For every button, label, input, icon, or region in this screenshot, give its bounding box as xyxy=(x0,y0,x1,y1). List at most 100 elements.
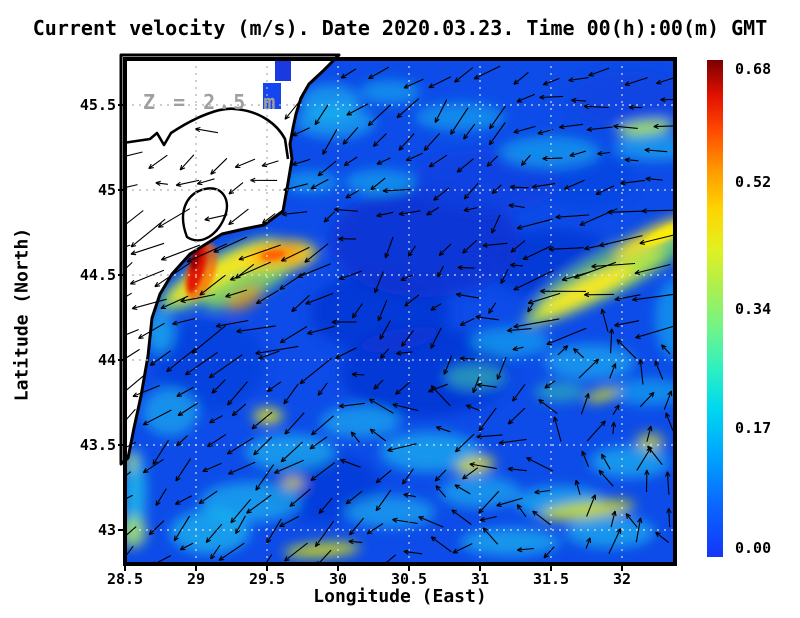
heat-blob xyxy=(245,434,335,470)
y-tick-label: 44 xyxy=(97,351,116,369)
velocity-arrow xyxy=(125,441,137,451)
velocity-arrow xyxy=(125,375,145,393)
velocity-arrow xyxy=(473,65,501,80)
velocity-arrow xyxy=(174,495,193,505)
velocity-arrow xyxy=(666,507,672,528)
velocity-arrow xyxy=(455,292,480,299)
x-tick-label: 32 xyxy=(612,570,632,588)
velocity-arrow xyxy=(179,542,194,551)
velocity-arrow xyxy=(348,539,363,545)
velocity-arrow xyxy=(610,421,617,435)
velocity-arrow xyxy=(507,407,526,425)
y-axis-label: Latitude (North) xyxy=(11,227,33,402)
velocity-arrow xyxy=(368,398,394,414)
velocity-arrow xyxy=(430,536,452,553)
velocity-arrow xyxy=(367,104,391,127)
x-tick-label: 29.5 xyxy=(248,570,286,588)
velocity-arrow xyxy=(310,462,336,481)
velocity-arrow xyxy=(491,214,501,234)
x-tick-label: 30 xyxy=(328,570,348,588)
velocity-arrow xyxy=(500,269,509,285)
velocity-arrow xyxy=(175,458,192,482)
heat-blob xyxy=(320,406,400,438)
velocity-arrow xyxy=(255,464,275,491)
velocity-arrow xyxy=(280,246,310,262)
velocity-arrow xyxy=(160,295,189,310)
velocity-arrow xyxy=(428,76,452,89)
velocity-arrow xyxy=(660,97,674,103)
velocity-arrow xyxy=(340,68,357,79)
velocity-arrow xyxy=(377,300,388,322)
y-tick-label: 44.5 xyxy=(79,266,116,284)
velocity-arrow xyxy=(351,303,363,319)
velocity-arrow xyxy=(463,182,479,200)
velocity-arrow xyxy=(462,467,479,480)
heat-blob xyxy=(340,327,510,417)
velocity-arrow xyxy=(512,345,524,352)
velocity-arrow xyxy=(491,184,502,195)
velocity-arrow xyxy=(585,537,591,549)
velocity-arrow xyxy=(430,385,451,407)
velocity-arrow xyxy=(496,356,507,380)
velocity-arrow xyxy=(299,357,332,385)
velocity-arrow xyxy=(571,97,587,103)
velocity-arrow xyxy=(542,77,560,86)
heat-blob xyxy=(470,327,550,357)
velocity-arrow xyxy=(443,355,453,375)
velocity-arrow xyxy=(482,242,508,248)
velocity-arrow xyxy=(509,184,529,190)
velocity-arrow xyxy=(384,236,394,259)
velocity-arrow xyxy=(157,208,191,228)
velocity-arrow xyxy=(396,98,420,119)
velocity-arrow xyxy=(225,289,248,298)
velocity-arrow xyxy=(588,67,610,77)
velocity-arrow xyxy=(516,547,534,553)
velocity-arrow xyxy=(553,416,562,442)
velocity-arrow xyxy=(454,433,475,453)
velocity-arrow xyxy=(179,154,195,171)
heat-blob xyxy=(282,171,338,193)
velocity-arrow xyxy=(472,376,480,394)
velocity-arrow xyxy=(665,412,674,431)
velocity-arrow xyxy=(310,178,329,190)
velocity-arrow xyxy=(366,523,384,535)
velocity-arrow xyxy=(228,182,244,195)
velocity-arrow xyxy=(557,345,569,356)
velocity-arrow xyxy=(130,242,165,256)
velocity-arrow xyxy=(125,348,140,360)
velocity-arrow xyxy=(215,319,249,329)
land-mass xyxy=(119,53,341,466)
velocity-arrow xyxy=(434,99,448,124)
velocity-arrow xyxy=(624,77,648,87)
velocity-arrow xyxy=(620,179,645,186)
coastline xyxy=(119,53,341,466)
velocity-arrow xyxy=(454,67,474,83)
velocity-arrow xyxy=(154,262,191,288)
velocity-arrow xyxy=(229,261,271,281)
velocity-arrow xyxy=(186,243,228,263)
heat-blob xyxy=(155,319,265,409)
velocity-arrow xyxy=(437,265,444,278)
velocity-arrow xyxy=(195,126,218,134)
velocity-arrow xyxy=(198,490,218,505)
velocity-arrow xyxy=(314,520,335,548)
velocity-arrow xyxy=(149,350,172,366)
velocity-arrow xyxy=(598,235,643,248)
velocity-arrow xyxy=(563,179,585,190)
velocity-arrow xyxy=(496,497,523,507)
velocity-arrow xyxy=(456,158,474,173)
velocity-arrow xyxy=(454,484,471,495)
velocity-arrow xyxy=(211,379,226,394)
velocity-arrow xyxy=(625,513,638,528)
velocity-arrow xyxy=(238,244,281,261)
velocity-arrow xyxy=(568,77,589,83)
velocity-arrow xyxy=(476,433,503,440)
velocity-arrow xyxy=(305,292,334,305)
velocity-arrow xyxy=(345,490,363,505)
velocity-arrow xyxy=(304,243,329,263)
velocity-arrow xyxy=(246,494,272,514)
velocity-arrow xyxy=(173,515,191,542)
heat-blob xyxy=(570,71,675,127)
velocity-arrow xyxy=(513,318,560,329)
